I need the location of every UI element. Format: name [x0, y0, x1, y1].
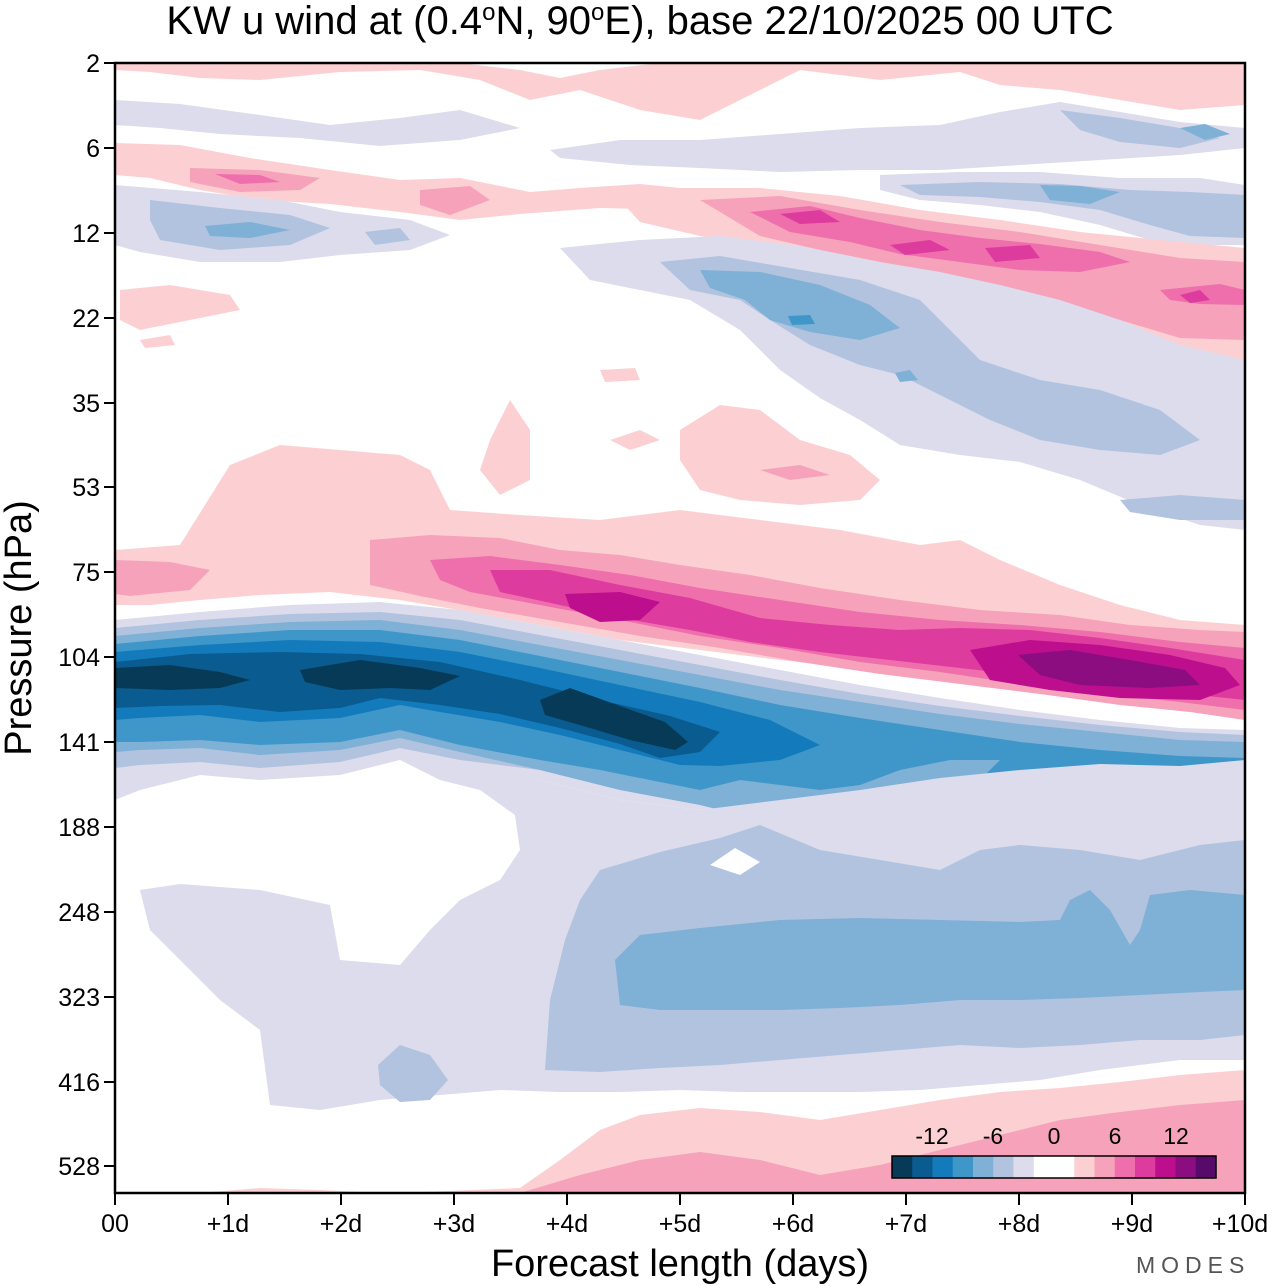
contour-region [115, 100, 520, 146]
brand-logo: MODES [1136, 1252, 1251, 1278]
contour-region [205, 222, 290, 238]
y-tick-label: 104 [58, 644, 100, 672]
plot-area [115, 63, 1245, 1193]
y-tick-label: 12 [72, 220, 100, 248]
colorbar-cell [932, 1156, 954, 1178]
x-tick-label: +2d [320, 1210, 362, 1238]
contour-region [615, 890, 1245, 1010]
y-tick-label: 323 [58, 984, 100, 1012]
contour-region [1060, 110, 1220, 148]
colorbar-label: -12 [915, 1123, 948, 1149]
contour-region [115, 665, 250, 690]
contour-region [680, 405, 880, 505]
contour-region [600, 368, 640, 382]
contour-region [140, 335, 175, 348]
y-tick-label: 53 [72, 474, 100, 502]
y-tick-label: 141 [58, 729, 100, 757]
colorbar-cell [1195, 1156, 1217, 1178]
y-tick-label: 6 [86, 135, 100, 163]
colorbar-cell [1094, 1156, 1116, 1178]
colorbar-cell [1175, 1156, 1197, 1178]
colorbar-label: 12 [1163, 1123, 1189, 1149]
contour-region [780, 210, 840, 224]
x-tick-label: +7d [885, 1210, 927, 1238]
colorbar-cell [1114, 1156, 1136, 1178]
x-axis: 00 +1d +2d +3d +4d +5d +6d +7d +8d +9d +… [101, 1193, 1268, 1238]
contour-region [560, 236, 1245, 530]
contour-region [300, 660, 460, 690]
colorbar-cell [973, 1156, 994, 1178]
colorbar-cell [993, 1156, 1014, 1178]
contour-region [365, 228, 410, 245]
colorbar-cell [1155, 1156, 1176, 1178]
contour-region [900, 182, 1245, 238]
contour-region [1120, 495, 1245, 520]
y-tick-label: 22 [72, 305, 100, 333]
contour-region [115, 560, 210, 596]
x-tick-label: +9d [1111, 1210, 1153, 1238]
colorbar-cell [1054, 1156, 1075, 1178]
contour-region [480, 400, 530, 495]
contour-region [565, 592, 660, 622]
x-tick-label: +1d [207, 1210, 249, 1238]
contour-region [1040, 185, 1120, 204]
contour-region [700, 270, 900, 340]
contour-region [115, 652, 720, 758]
chart-title: KW u wind at (0.4oN, 90oE), base 22/10/2… [166, 0, 1113, 43]
x-axis-title: Forecast length (days) [491, 1243, 869, 1285]
contour-region [788, 315, 815, 325]
colorbar-cell [1135, 1156, 1156, 1178]
x-tick-label: 00 [101, 1210, 129, 1238]
contour-region [378, 1045, 448, 1102]
x-tick-label: +3d [433, 1210, 475, 1238]
colorbar: -12 -6 0 6 12 [891, 1123, 1217, 1179]
y-axis-title: Pressure (hPa) [0, 500, 40, 756]
y-tick-label: 528 [58, 1153, 100, 1181]
colorbar-cell [952, 1156, 974, 1178]
contour-region [215, 174, 280, 184]
y-tick-label: 2 [86, 50, 100, 78]
colorbar-cell [1074, 1156, 1095, 1178]
colorbar-cell [1013, 1156, 1035, 1178]
y-tick-label: 35 [72, 390, 100, 418]
x-tick-label: +4d [546, 1210, 588, 1238]
contour-region [1180, 290, 1210, 303]
contour-region [420, 186, 490, 215]
colorbar-cell [1033, 1156, 1055, 1178]
contour-region [115, 63, 1245, 120]
contour-region [890, 240, 950, 255]
contour-region [1018, 650, 1200, 688]
contour-region [610, 430, 660, 450]
colorbar-label: 0 [1048, 1123, 1061, 1149]
colorbar-frame [891, 1155, 1217, 1179]
y-tick-label: 75 [72, 559, 100, 587]
y-tick-label: 188 [58, 814, 100, 842]
x-tick-label: +8d [998, 1210, 1040, 1238]
colorbar-label: 6 [1109, 1123, 1122, 1149]
y-tick-label: 416 [58, 1069, 100, 1097]
contour-region [540, 688, 688, 750]
colorbar-label: -6 [983, 1123, 1003, 1149]
y-axis: 2 6 12 22 35 53 75 104 141 188 248 323 4… [58, 50, 115, 1181]
contour-region [1180, 124, 1230, 140]
colorbar-cell [912, 1156, 933, 1178]
contour-region [985, 245, 1040, 262]
x-tick-label: +6d [772, 1210, 814, 1238]
contour-region [710, 848, 760, 875]
contour-region [895, 370, 918, 382]
contour-region [120, 285, 240, 330]
x-tick-label: +5d [659, 1210, 701, 1238]
contour-region [760, 465, 830, 480]
x-tick-label: +10d [1212, 1210, 1268, 1238]
y-tick-label: 248 [58, 899, 100, 927]
colorbar-cell [892, 1156, 913, 1178]
